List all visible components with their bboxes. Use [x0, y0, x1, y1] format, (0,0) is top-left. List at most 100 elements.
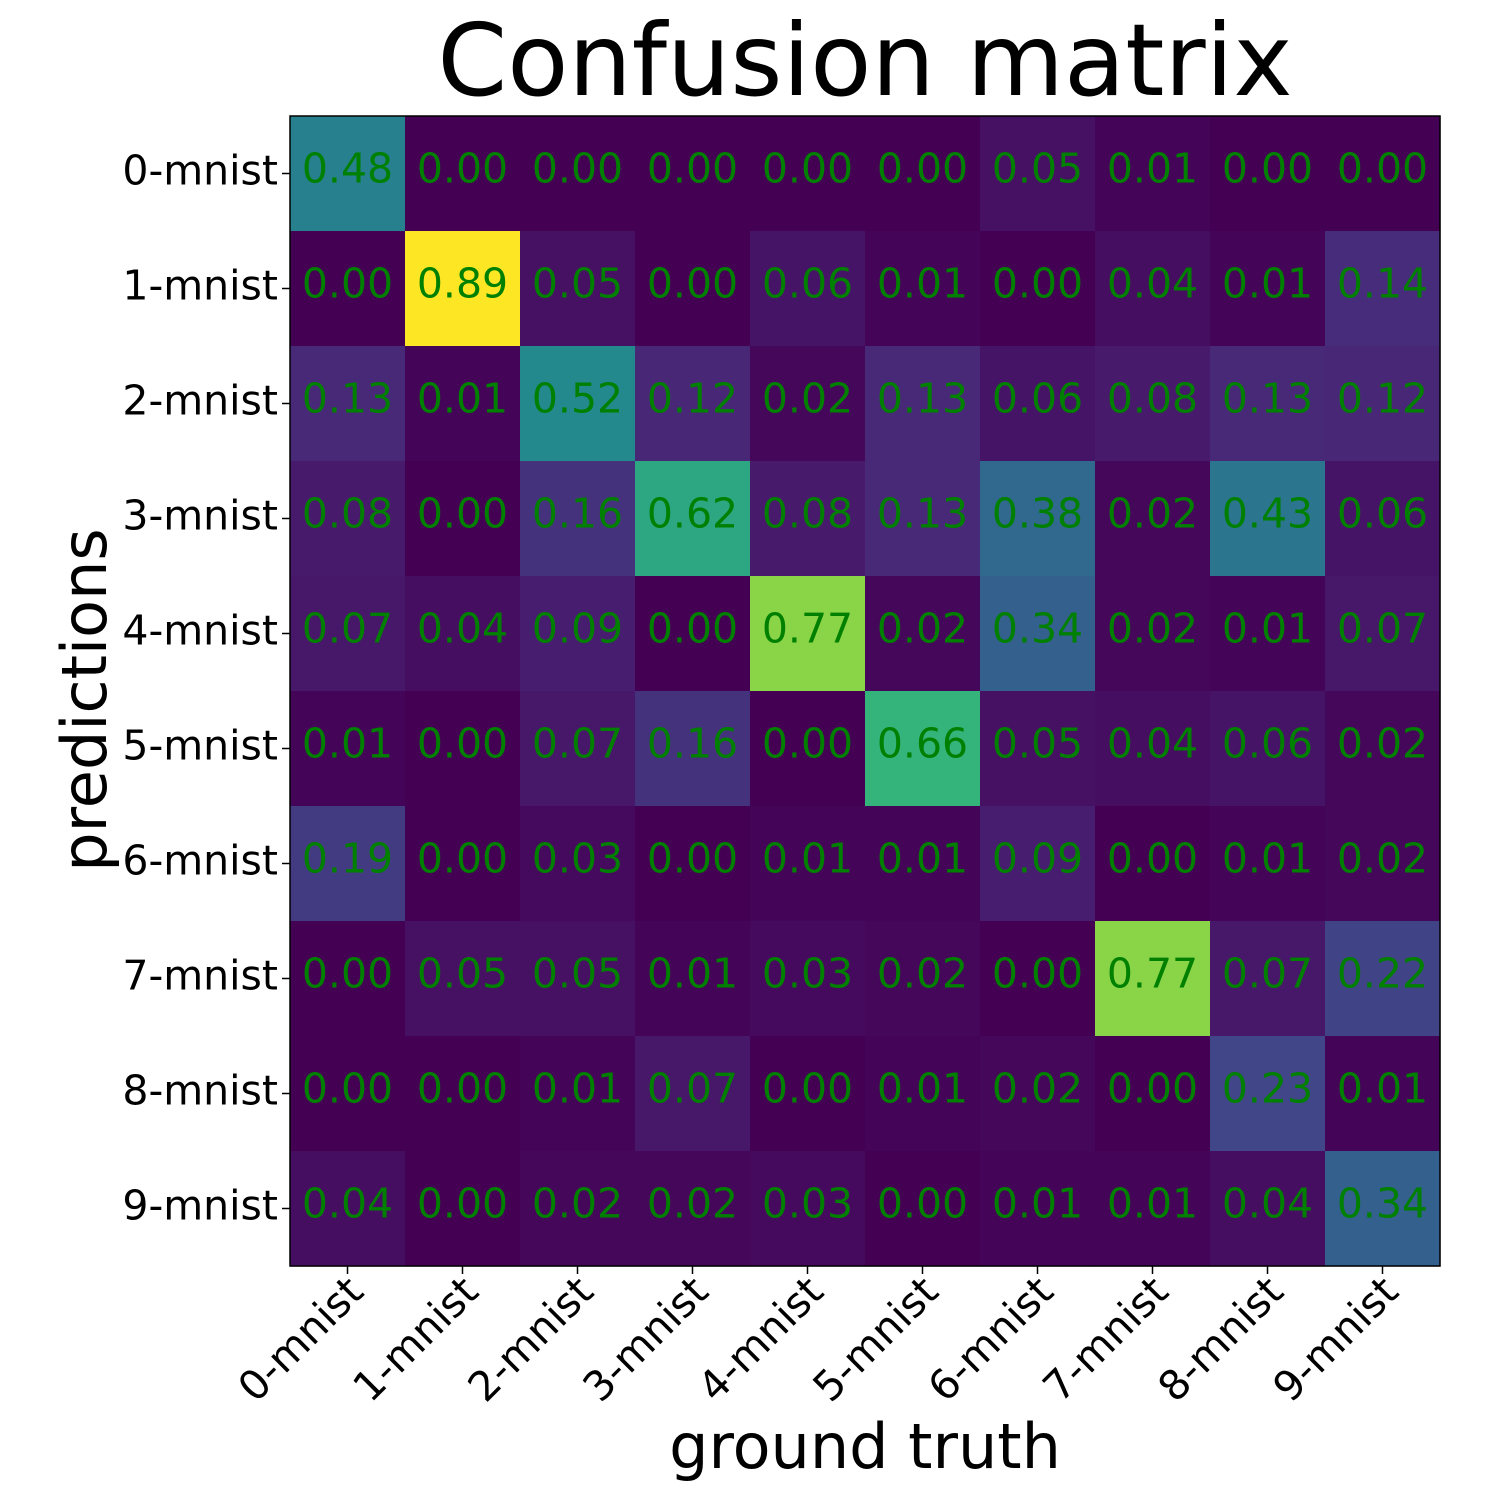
- cell-value-label: 0.06: [1222, 720, 1313, 768]
- cell-value-label: 0.01: [877, 1065, 968, 1113]
- heatmap-cell: [520, 921, 636, 1037]
- cell-value-label: 0.04: [417, 605, 508, 653]
- cell-value-label: 0.08: [762, 490, 853, 538]
- cell-value-label: 0.01: [1222, 835, 1313, 883]
- cell-value-label: 0.00: [1107, 1065, 1198, 1113]
- cell-value-label: 0.09: [992, 835, 1083, 883]
- heatmap-cell: [980, 231, 1096, 347]
- cell-value-label: 0.02: [1337, 720, 1428, 768]
- cell-value-label: 0.03: [532, 835, 623, 883]
- heatmap-cell: [1325, 231, 1441, 347]
- heatmap-cell: [750, 461, 866, 577]
- cell-value-label: 0.02: [992, 1065, 1083, 1113]
- heatmap-cell: [980, 921, 1096, 1037]
- y-tick-label: 4-mnist: [122, 607, 278, 655]
- cell-value-label: 0.01: [1337, 1065, 1428, 1113]
- heatmap-cell: [1210, 921, 1326, 1037]
- cell-value-label: 0.00: [417, 490, 508, 538]
- heatmap-cell: [1095, 921, 1211, 1037]
- heatmap-cell: [1095, 1151, 1211, 1267]
- cell-value-label: 0.62: [647, 490, 738, 538]
- heatmap-cell: [520, 691, 636, 807]
- heatmap-cell: [290, 461, 406, 577]
- cell-value-label: 0.01: [877, 260, 968, 308]
- cell-value-label: 0.04: [302, 1180, 393, 1228]
- cell-value-label: 0.01: [992, 1180, 1083, 1228]
- cell-value-label: 0.77: [762, 605, 853, 653]
- cell-value-label: 0.00: [647, 260, 738, 308]
- cell-value-label: 0.01: [302, 720, 393, 768]
- cell-value-label: 0.14: [1337, 260, 1428, 308]
- heatmap-cell: [520, 116, 636, 232]
- heatmap-cell: [865, 461, 981, 577]
- heatmap-cell: [290, 116, 406, 232]
- heatmap-cell: [1210, 1151, 1326, 1267]
- heatmap-cell: [405, 921, 521, 1037]
- x-tick-label: 8-mnist: [1149, 1267, 1293, 1411]
- heatmap-cell: [405, 116, 521, 232]
- heatmap-cell: [635, 346, 751, 462]
- heatmap-cell: [865, 576, 981, 692]
- heatmap-cell: [405, 231, 521, 347]
- cell-value-label: 0.48: [302, 145, 393, 193]
- heatmap-cell: [1210, 461, 1326, 577]
- heatmap-cell: [980, 346, 1096, 462]
- heatmap-cell: [750, 921, 866, 1037]
- cell-value-label: 0.05: [992, 145, 1083, 193]
- x-tick-label: 9-mnist: [1264, 1267, 1408, 1411]
- cell-value-label: 0.00: [1222, 145, 1313, 193]
- cell-value-label: 0.77: [1107, 950, 1198, 998]
- y-tick-label: 0-mnist: [122, 147, 278, 195]
- heatmap-cell: [405, 1151, 521, 1267]
- heatmap-cell: [290, 576, 406, 692]
- cell-value-label: 0.38: [992, 490, 1083, 538]
- cell-value-label: 0.04: [1107, 260, 1198, 308]
- heatmap-cell: [405, 1036, 521, 1152]
- cell-value-label: 0.00: [1337, 145, 1428, 193]
- cell-value-label: 0.06: [992, 375, 1083, 423]
- cell-value-label: 0.00: [647, 605, 738, 653]
- heatmap-cell: [1210, 691, 1326, 807]
- cell-value-label: 0.00: [647, 835, 738, 883]
- cell-value-label: 0.00: [302, 1065, 393, 1113]
- cell-value-label: 0.16: [532, 490, 623, 538]
- heatmap-cell: [1210, 806, 1326, 922]
- cell-value-label: 0.13: [877, 375, 968, 423]
- heatmap-cell: [980, 116, 1096, 232]
- cell-value-label: 0.07: [1222, 950, 1313, 998]
- cell-value-label: 0.00: [877, 1180, 968, 1228]
- y-tick-label: 8-mnist: [122, 1067, 278, 1115]
- heatmap-cell: [980, 691, 1096, 807]
- cell-value-label: 0.02: [1107, 490, 1198, 538]
- heatmap-cell: [520, 576, 636, 692]
- y-axis-label: predictions: [48, 528, 121, 871]
- cell-value-label: 0.02: [532, 1180, 623, 1228]
- heatmap-cell-labels: 0.48 0.00 0.00 0.00 0.00 0.00 0.05 0.01 0.00 0.00…: [302, 145, 1428, 1228]
- heatmap-cell: [1095, 346, 1211, 462]
- heatmap-cell: [290, 691, 406, 807]
- heatmap-cell: [865, 806, 981, 922]
- heatmap-cell: [405, 346, 521, 462]
- cell-value-label: 0.01: [762, 835, 853, 883]
- x-tick-label: 4-mnist: [689, 1267, 833, 1411]
- y-tick-label: 2-mnist: [122, 377, 278, 425]
- cell-value-label: 0.00: [532, 145, 623, 193]
- heatmap-cell: [980, 1151, 1096, 1267]
- cell-value-label: 0.02: [647, 1180, 738, 1228]
- cell-value-label: 0.01: [647, 950, 738, 998]
- cell-value-label: 0.08: [1107, 375, 1198, 423]
- heatmap-cell: [1325, 1151, 1441, 1267]
- y-tick-label: 6-mnist: [122, 837, 278, 885]
- heatmap-cell: [520, 231, 636, 347]
- cell-value-label: 0.00: [992, 950, 1083, 998]
- cell-value-label: 0.01: [1222, 260, 1313, 308]
- cell-value-label: 0.05: [992, 720, 1083, 768]
- cell-value-label: 0.89: [417, 260, 508, 308]
- cell-value-label: 0.01: [877, 835, 968, 883]
- cell-value-label: 0.07: [302, 605, 393, 653]
- cell-value-label: 0.00: [417, 1065, 508, 1113]
- heatmap-cell: [1210, 231, 1326, 347]
- cell-value-label: 0.07: [1337, 605, 1428, 653]
- heatmap-cell: [750, 691, 866, 807]
